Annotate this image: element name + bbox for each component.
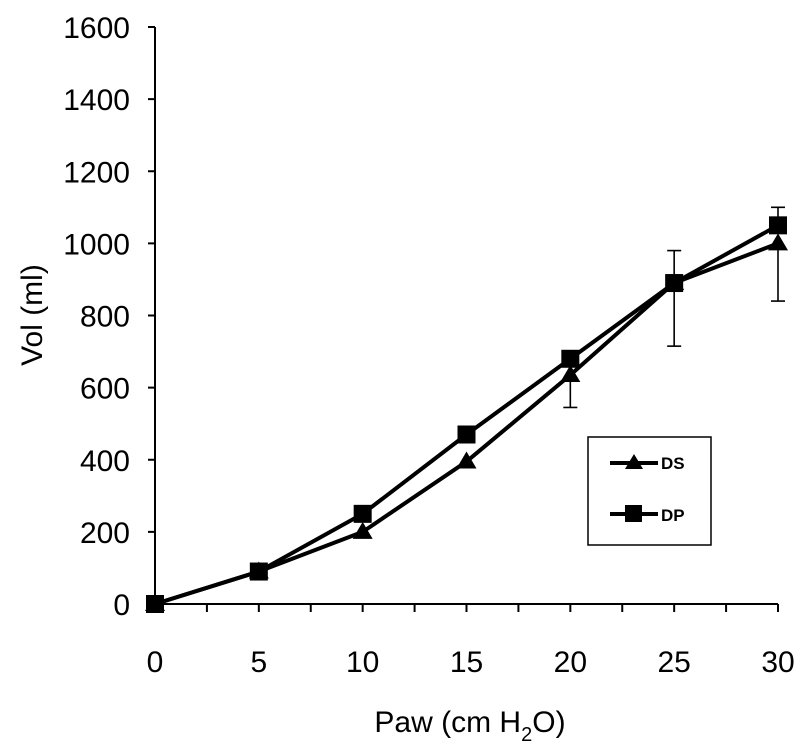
data-point-dp bbox=[353, 504, 372, 523]
legend: DS DP bbox=[587, 436, 712, 546]
y-tick-label: 400 bbox=[80, 445, 130, 478]
data-point-ds bbox=[352, 521, 373, 539]
data-point-dp bbox=[665, 274, 684, 293]
data-point-ds bbox=[456, 451, 477, 469]
legend-label-ds: DS bbox=[661, 454, 685, 473]
series-lines bbox=[154, 223, 779, 606]
x-tick-label: 15 bbox=[450, 646, 483, 679]
y-tick-label: 200 bbox=[80, 517, 130, 550]
y-axis-title: Vol (ml) bbox=[16, 264, 49, 366]
ticks: 0 200 400 600 800 1000 1200 1400 1600 0 5 10 15 20 25 3… bbox=[63, 12, 794, 679]
error-bars bbox=[563, 206, 785, 409]
y-tick-label: 800 bbox=[80, 301, 130, 334]
y-tick-label: 1600 bbox=[63, 12, 130, 45]
y-tick-label: 1000 bbox=[63, 228, 130, 261]
data-point-ds bbox=[560, 365, 581, 383]
x-tick-label: 20 bbox=[554, 646, 587, 679]
y-tick-label: 1200 bbox=[63, 156, 130, 189]
data-point-dp bbox=[561, 349, 580, 368]
x-tick-label: 0 bbox=[147, 646, 164, 679]
legend-marker-triangle bbox=[625, 454, 643, 469]
y-tick-label: 600 bbox=[80, 373, 130, 406]
data-point-dp bbox=[146, 595, 164, 613]
data-point-dp bbox=[249, 562, 268, 581]
series-line-dp bbox=[154, 223, 779, 606]
legend-marker-square bbox=[625, 505, 642, 522]
legend-box bbox=[587, 436, 712, 546]
data-point-dp bbox=[457, 425, 476, 444]
y-tick-label: 1400 bbox=[63, 84, 130, 117]
series-markers bbox=[145, 216, 788, 613]
series-line-ds bbox=[154, 241, 779, 606]
x-tick-label: 25 bbox=[657, 646, 690, 679]
x-tick-label: 5 bbox=[250, 646, 267, 679]
x-tick-label: 30 bbox=[761, 646, 794, 679]
data-point-dp bbox=[769, 216, 787, 235]
y-tick-label: 0 bbox=[113, 589, 130, 622]
x-axis-title: Paw (cm H2O) bbox=[374, 706, 565, 746]
data-point-ds bbox=[768, 233, 788, 251]
x-tick-label: 10 bbox=[346, 646, 379, 679]
legend-label-dp: DP bbox=[661, 506, 685, 525]
